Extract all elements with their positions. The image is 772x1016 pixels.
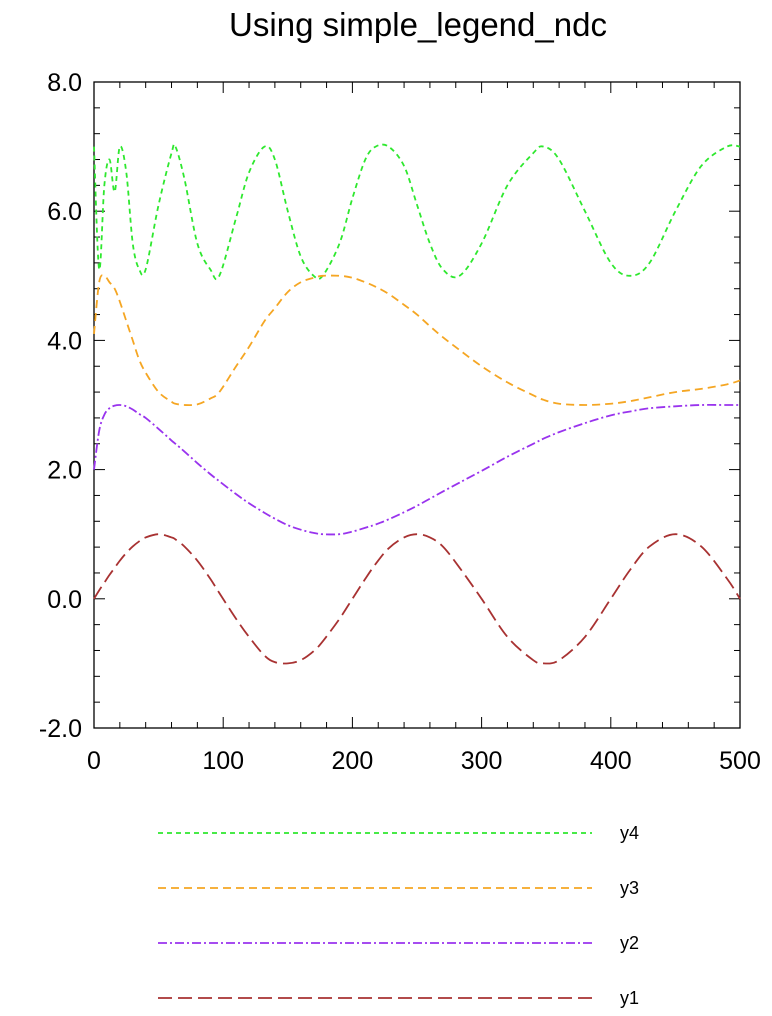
legend-label-y1: y1 — [620, 988, 639, 1008]
y-tick-label: -2.0 — [39, 715, 82, 743]
y-tick-label: 8.0 — [47, 69, 82, 97]
x-tick-label: 200 — [332, 747, 374, 775]
series-line-y3 — [93, 274, 741, 407]
x-tick-label: 500 — [719, 747, 761, 775]
y-tick-label: 6.0 — [47, 198, 82, 226]
legend-label-y2: y2 — [620, 933, 639, 953]
legend-label-y3: y3 — [620, 878, 639, 898]
series-line-y2 — [93, 404, 740, 536]
legend-label-y4: y4 — [620, 823, 639, 843]
series-line-y1 — [93, 533, 741, 665]
x-tick-label: 300 — [461, 747, 503, 775]
chart-title: Using simple_legend_ndc — [229, 6, 607, 43]
x-tick-label: 0 — [87, 747, 101, 775]
plot-frame — [93, 81, 741, 729]
x-tick-label: 400 — [590, 747, 632, 775]
series-line-y4 — [93, 143, 741, 281]
y-tick-label: 4.0 — [47, 327, 82, 355]
y-tick-label: 2.0 — [47, 457, 82, 485]
y-tick-label: 0.0 — [47, 586, 82, 614]
legend: y4 y3 y2 y1 — [158, 823, 639, 1008]
x-tick-label: 100 — [202, 747, 244, 775]
plot-area: 0 100 200 300 400 500 -2.0 0.0 2.0 4.0 6.0 8.0 — [39, 69, 761, 775]
